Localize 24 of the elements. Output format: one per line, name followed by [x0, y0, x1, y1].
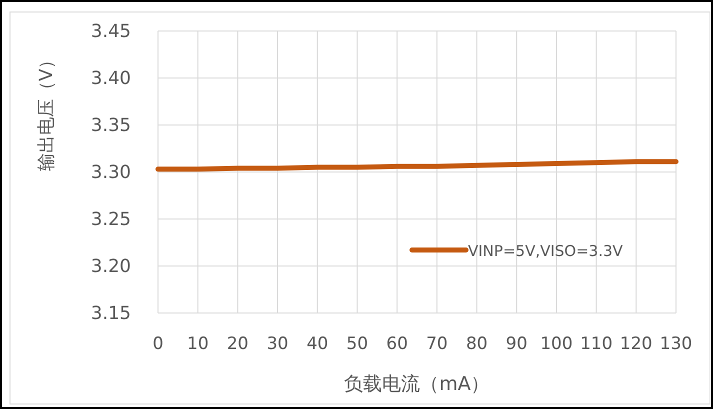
x-tick-label: 130 [660, 334, 692, 354]
y-tick-label: 3.25 [90, 209, 131, 230]
legend-label: VINP=5V,VISO=3.3V [468, 242, 624, 260]
y-tick-label: 3.20 [90, 256, 131, 277]
x-tick-label: 70 [426, 334, 448, 354]
x-tick-label: 30 [266, 334, 288, 354]
x-tick-label: 10 [187, 334, 209, 354]
x-tick-label: 20 [226, 334, 249, 354]
y-tick-label: 3.30 [90, 162, 131, 183]
x-tick-label: 50 [346, 334, 368, 354]
x-tick-label: 80 [466, 334, 488, 354]
y-axis-title: 输出电压（V） [36, 50, 57, 172]
x-tick-label: 120 [620, 334, 652, 354]
x-tick-label: 110 [580, 334, 613, 354]
y-tick-label: 3.40 [90, 68, 131, 89]
x-tick-label: 0 [152, 334, 164, 354]
y-tick-label: 3.15 [90, 303, 131, 324]
x-axis-title: 负载电流（mA） [344, 373, 490, 395]
x-tick-label: 40 [306, 334, 328, 354]
y-tick-label: 3.45 [90, 21, 131, 42]
x-tick-label: 60 [386, 334, 408, 354]
y-tick-label: 3.35 [90, 115, 131, 136]
x-tick-label: 100 [540, 334, 573, 354]
x-tick-label: 90 [506, 334, 528, 354]
